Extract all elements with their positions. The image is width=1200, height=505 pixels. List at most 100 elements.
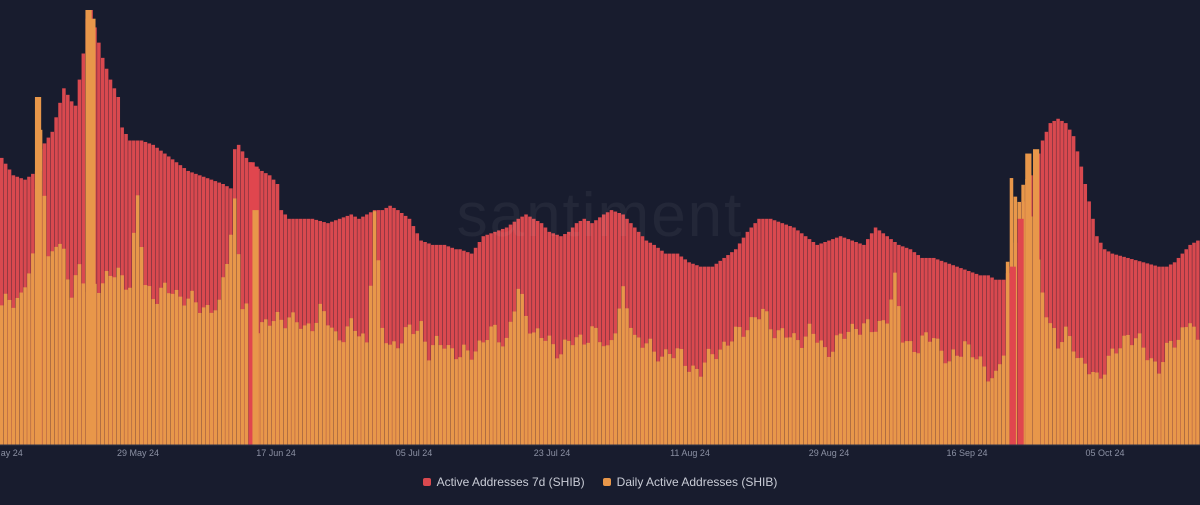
bar-daily (73, 275, 78, 445)
bar-daily (699, 376, 703, 445)
bar-daily (516, 288, 521, 445)
bar-daily (77, 264, 82, 445)
series-daily-active-addresses (0, 129, 1200, 446)
bar-daily (947, 361, 952, 445)
bar-7d (427, 243, 431, 445)
bar-daily (613, 333, 618, 445)
series-overlay (34, 10, 1040, 446)
bar-daily (291, 312, 295, 445)
bar-7d (582, 218, 587, 445)
legend-item-daily[interactable]: Daily Active Addresses (SHIB) (602, 475, 778, 489)
legend-label-daily: Daily Active Addresses (SHIB) (616, 475, 778, 489)
bar-daily (66, 279, 70, 445)
bar-daily (213, 310, 218, 445)
bar-7d (656, 247, 660, 445)
bar-7d (260, 170, 264, 445)
bar-daily (279, 319, 284, 445)
bar-daily (706, 348, 711, 445)
bar-daily (23, 287, 27, 445)
x-axis-ticks: May 24 29 May 24 17 Jun 24 05 Jul 24 23 Jul … (0, 448, 1125, 458)
bar-daily (617, 308, 622, 445)
bar-7d (473, 247, 478, 445)
bar-daily (1180, 327, 1185, 445)
bar-daily (807, 323, 812, 445)
x-tick-label: 23 Jul 24 (534, 448, 571, 458)
bar-7d (644, 240, 649, 445)
bar-daily (838, 333, 843, 445)
bar-daily (1141, 347, 1146, 445)
bar-7d (831, 239, 835, 445)
bar-daily (15, 297, 20, 445)
bar-daily (1060, 342, 1064, 445)
bar-7d (551, 233, 555, 445)
bar-7d (566, 231, 571, 445)
bar-daily (675, 348, 680, 445)
bar-daily (702, 362, 707, 445)
bar-7d (613, 211, 618, 445)
bar-daily (1133, 338, 1138, 445)
santiment-watermark: santiment (457, 181, 744, 250)
bar-daily (7, 299, 12, 445)
bar-7d (104, 68, 109, 445)
bar-daily (512, 311, 517, 445)
bar-daily (124, 289, 128, 445)
bar-daily (656, 361, 660, 445)
bar-daily (648, 338, 653, 445)
bar-daily (174, 289, 179, 445)
bar-7d (69, 101, 74, 445)
bar-daily (897, 306, 901, 445)
bar-daily (594, 327, 598, 445)
bar-7d (396, 210, 400, 445)
bar-daily (504, 337, 509, 445)
bar-daily (302, 325, 307, 445)
bar-daily (757, 319, 761, 445)
bar-daily (986, 381, 990, 445)
legend-item-7d[interactable]: Active Addresses 7d (SHIB) (422, 475, 585, 489)
bar-daily (652, 351, 656, 445)
bar-daily (920, 335, 924, 445)
bar-daily (182, 305, 187, 445)
bar-daily (450, 348, 455, 445)
bar-daily (749, 317, 754, 445)
bar-daily (722, 341, 726, 445)
bar-7d (1161, 266, 1165, 445)
bar-7d (574, 223, 579, 445)
bar-daily (166, 293, 171, 445)
bar-7d (1071, 136, 1076, 445)
bar-daily (578, 334, 583, 445)
bar-7d (100, 57, 105, 445)
bar-daily (143, 285, 148, 445)
bar-7d (365, 214, 369, 445)
bar-daily (1095, 372, 1099, 445)
bar-daily (62, 248, 66, 445)
bar-daily (998, 364, 1002, 445)
bar-daily (726, 345, 730, 445)
bar-7d (994, 279, 998, 445)
bar-daily (155, 303, 159, 445)
bar-daily (768, 329, 773, 445)
bar-daily (776, 330, 781, 445)
bar-daily (1064, 326, 1068, 445)
bar-daily-spike (34, 97, 42, 445)
bar-daily (201, 307, 206, 445)
bar-7d (998, 279, 1002, 445)
bar-daily (112, 277, 117, 445)
bar-daily (333, 331, 338, 445)
bar-daily (854, 329, 858, 445)
bar-daily (267, 325, 272, 445)
bar-7d (66, 94, 70, 445)
bar-daily (434, 335, 439, 445)
bar-daily (679, 349, 684, 445)
bar-daily (330, 327, 334, 445)
bar-daily (885, 323, 889, 445)
bar-daily (1161, 362, 1165, 445)
bar-daily (485, 340, 489, 445)
bar-7d (714, 263, 719, 445)
bar-daily (823, 347, 827, 445)
bar-daily (819, 340, 823, 445)
bar-daily (225, 263, 229, 445)
bar-7d (609, 210, 614, 445)
bar-7d (687, 262, 691, 445)
bar-daily (629, 327, 633, 445)
bar-7d (664, 253, 668, 445)
